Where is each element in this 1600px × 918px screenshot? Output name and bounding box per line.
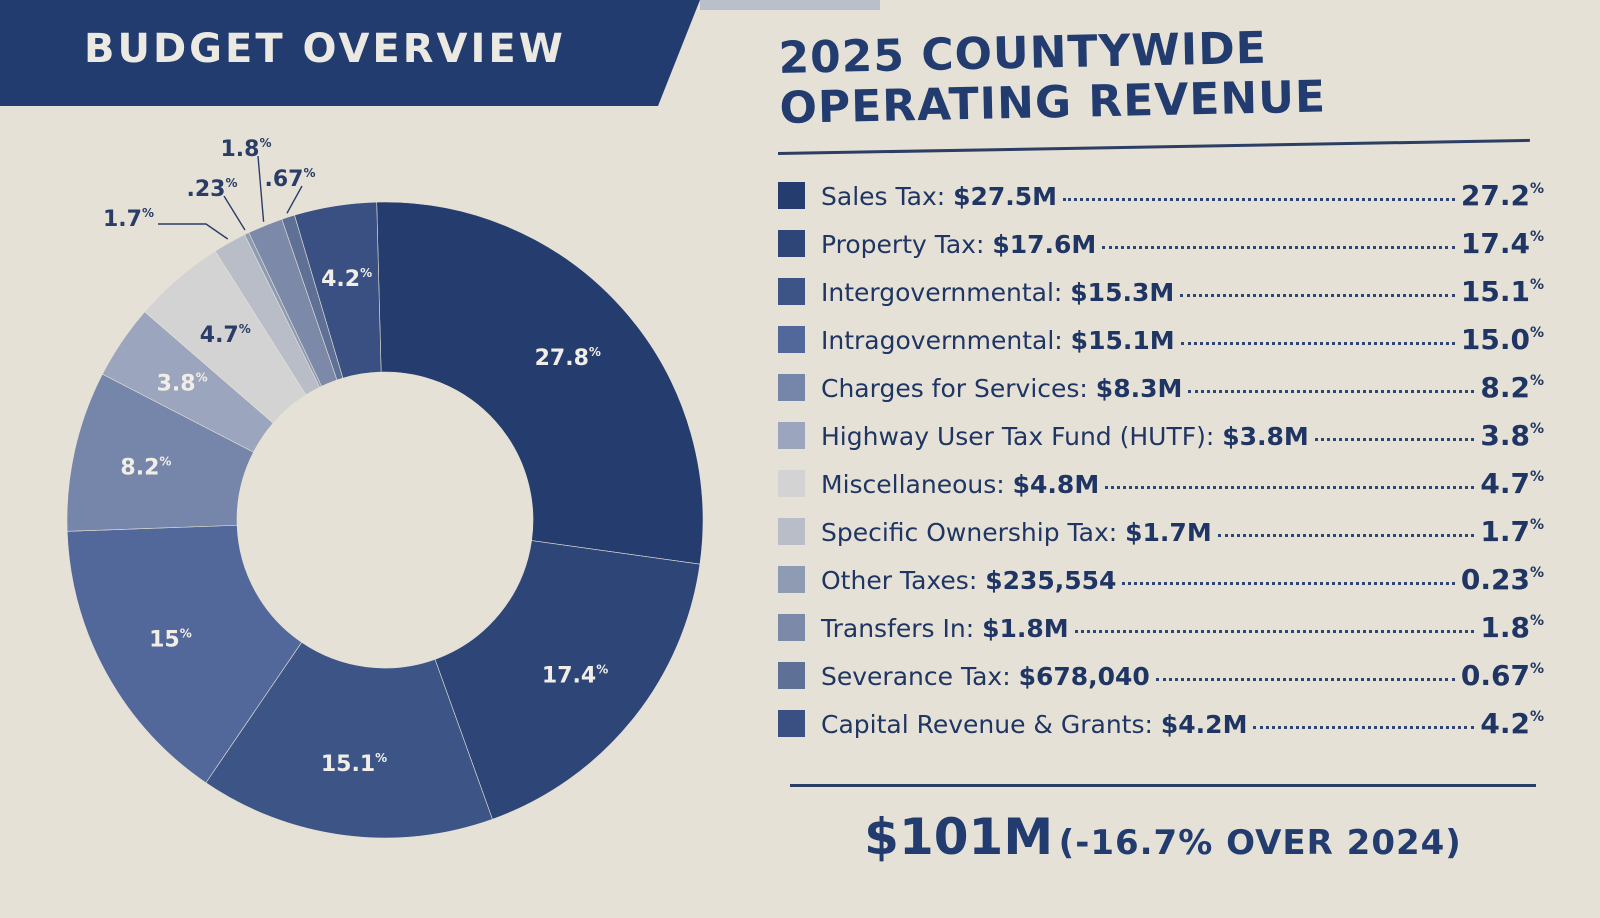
legend-percent: 4.2% [1480, 707, 1544, 740]
legend-amount: $1.7M [1125, 518, 1212, 547]
legend-percent: 3.8% [1480, 419, 1544, 452]
legend-row-severance-tax: Severance Tax: $678,040 0.67% [778, 658, 1544, 706]
banner-title: BUDGET OVERVIEW [84, 26, 566, 72]
legend-label: Sales Tax: $27.5M [821, 182, 1058, 211]
legend-leader-dots [1074, 630, 1475, 633]
revenue-title: 2025 COUNTYWIDE OPERATING REVENUE [778, 18, 1540, 134]
legend-percent: 4.7% [1480, 467, 1544, 500]
legend-leader-dots [1180, 294, 1455, 297]
legend-amount: $27.5M [953, 182, 1058, 211]
header-accent-strip [700, 0, 880, 10]
slice-property-tax [434, 540, 701, 820]
callout-line-transfers-in [257, 155, 265, 222]
legend-leader-dots [1105, 486, 1475, 489]
legend-row-miscellaneous: Miscellaneous: $4.8M 4.7% [778, 466, 1544, 514]
legend-label: Highway User Tax Fund (HUTF): $3.8M [821, 422, 1309, 451]
legend-label: Transfers In: $1.8M [821, 614, 1069, 643]
legend-amount: $15.3M [1070, 278, 1175, 307]
legend-leader-dots [1122, 582, 1455, 585]
revenue-total: $101M (-16.7% OVER 2024) [790, 808, 1536, 866]
legend-amount: $15.1M [1070, 326, 1175, 355]
legend-row-other-taxes: Other Taxes: $235,554 0.23% [778, 562, 1544, 610]
legend-amount: $3.8M [1222, 422, 1309, 451]
revenue-legend: Sales Tax: $27.5M 27.2% Property Tax: $17.… [778, 178, 1544, 754]
legend-percent: 0.67% [1460, 659, 1544, 692]
legend-leader-dots [1217, 534, 1475, 537]
slice-label-transfers-in: 1.8% [220, 136, 271, 162]
legend-label: Miscellaneous: $4.8M [821, 470, 1100, 499]
legend-leader-dots [1253, 726, 1475, 729]
revenue-donut-chart: 27.8%17.4%15.1%15%8.2%3.8%4.7%1.7%.23%1.… [66, 136, 704, 839]
total-change: (-16.7% OVER 2024) [1058, 823, 1462, 863]
legend-percent: 0.23% [1460, 563, 1544, 596]
legend-leader-dots [1188, 390, 1475, 393]
legend-leader-dots [1314, 438, 1475, 441]
legend-amount: $1.8M [982, 614, 1069, 643]
legend-row-intragovernmental: Intragovernmental: $15.1M 15.0% [778, 322, 1544, 370]
legend-amount: $235,554 [985, 566, 1117, 595]
legend-swatch [778, 374, 805, 401]
legend-label: Capital Revenue & Grants: $4.2M [821, 710, 1248, 739]
legend-swatch [778, 278, 805, 305]
legend-swatch [778, 614, 805, 641]
legend-swatch [778, 662, 805, 689]
total-divider [790, 784, 1536, 787]
legend-amount: $678,040 [1018, 662, 1150, 691]
legend-amount: $4.2M [1160, 710, 1248, 739]
legend-label: Intragovernmental: $15.1M [821, 326, 1175, 355]
legend-label: Specific Ownership Tax: $1.7M [821, 518, 1212, 547]
legend-swatch [778, 326, 805, 353]
slice-capital-revenue-grants [294, 201, 382, 379]
legend-swatch [778, 182, 805, 209]
total-amount: $101M [864, 808, 1054, 866]
callout-line-other-taxes [223, 195, 246, 231]
legend-percent: 8.2% [1480, 371, 1544, 404]
legend-row-highway-user-tax-fund-hutf: Highway User Tax Fund (HUTF): $3.8M 3.8% [778, 418, 1544, 466]
slice-label-severance-tax: .67% [264, 166, 315, 192]
slice-intragovernmental [66, 524, 303, 784]
legend-row-transfers-in: Transfers In: $1.8M 1.8% [778, 610, 1544, 658]
legend-swatch [778, 566, 805, 593]
callout-line-severance-tax [286, 185, 303, 214]
legend-swatch [778, 710, 805, 737]
legend-row-sales-tax: Sales Tax: $27.5M 27.2% [778, 178, 1544, 226]
legend-row-property-tax: Property Tax: $17.6M 17.4% [778, 226, 1544, 274]
slice-label-other-taxes: .23% [186, 176, 237, 202]
legend-row-charges-for-services: Charges for Services: $8.3M 8.2% [778, 370, 1544, 418]
legend-row-capital-revenue-grants: Capital Revenue & Grants: $4.2M 4.2% [778, 706, 1544, 754]
legend-percent: 15.0% [1460, 323, 1544, 356]
legend-percent: 1.8% [1480, 611, 1544, 644]
legend-amount: $17.6M [992, 230, 1097, 259]
callout-line-specific-ownership-tax [158, 223, 229, 240]
legend-percent: 27.2% [1460, 179, 1544, 212]
legend-swatch [778, 470, 805, 497]
legend-label: Property Tax: $17.6M [821, 230, 1097, 259]
legend-label: Charges for Services: $8.3M [821, 374, 1183, 403]
slice-sales-tax [376, 201, 704, 565]
legend-leader-dots [1063, 198, 1455, 201]
title-divider [778, 138, 1530, 155]
legend-swatch [778, 230, 805, 257]
legend-percent: 1.7% [1480, 515, 1544, 548]
legend-amount: $4.8M [1012, 470, 1100, 499]
legend-swatch [778, 422, 805, 449]
slice-label-specific-ownership-tax: 1.7% [103, 206, 154, 232]
legend-row-intergovernmental: Intergovernmental: $15.3M 15.1% [778, 274, 1544, 322]
legend-label: Severance Tax: $678,040 [821, 662, 1150, 691]
legend-percent: 15.1% [1460, 275, 1544, 308]
legend-leader-dots [1180, 342, 1455, 345]
slice-intergovernmental [205, 641, 493, 839]
legend-row-specific-ownership-tax: Specific Ownership Tax: $1.7M 1.7% [778, 514, 1544, 562]
legend-percent: 17.4% [1460, 227, 1544, 260]
legend-swatch [778, 518, 805, 545]
legend-leader-dots [1155, 678, 1455, 681]
legend-label: Intergovernmental: $15.3M [821, 278, 1175, 307]
header-banner [0, 0, 700, 106]
legend-leader-dots [1102, 246, 1455, 249]
legend-amount: $8.3M [1095, 374, 1183, 403]
legend-label: Other Taxes: $235,554 [821, 566, 1117, 595]
